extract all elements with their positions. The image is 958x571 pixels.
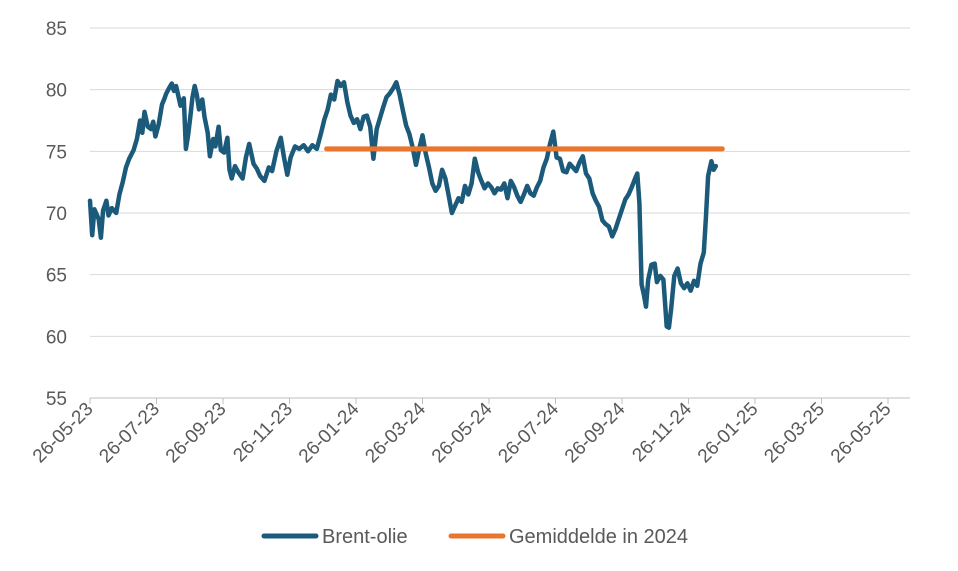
y-tick-label: 60 <box>46 327 67 348</box>
y-tick-label: 75 <box>46 142 67 163</box>
y-axis-tick-labels: 85 80 75 70 65 60 55 <box>46 19 67 410</box>
y-tick-label: 55 <box>46 389 67 410</box>
x-tick-label: 26-09-24 <box>561 398 630 467</box>
x-tick-label: 26-07-23 <box>95 399 164 468</box>
x-tick-label: 26-05-24 <box>428 398 497 467</box>
legend-label: Brent-olie <box>322 526 408 548</box>
x-axis-tick-labels: 26-05-2326-07-2326-09-2326-11-2326-01-24… <box>29 398 896 467</box>
series-lines <box>87 78 725 330</box>
legend-label: Gemiddelde in 2024 <box>509 526 688 548</box>
x-tick-label: 26-03-25 <box>760 399 829 468</box>
x-tick-label: 26-03-24 <box>361 398 430 467</box>
y-tick-label: 80 <box>46 81 67 102</box>
y-tick-label: 65 <box>46 266 67 287</box>
x-tick-label: 26-09-23 <box>162 399 231 468</box>
x-tick-label: 26-07-24 <box>494 398 563 467</box>
x-tick-label: 26-11-24 <box>628 398 696 466</box>
series-line-brent-olie <box>87 78 719 330</box>
x-tick-label: 26-05-25 <box>827 399 896 468</box>
x-tick-label: 26-01-25 <box>694 399 763 468</box>
y-tick-label: 85 <box>46 19 67 40</box>
legend: Brent-olie Gemiddelde in 2024 <box>261 526 688 548</box>
y-tick-label: 70 <box>46 204 67 225</box>
gridlines <box>90 27 910 337</box>
x-tick-label: 26-01-24 <box>295 398 364 467</box>
x-tick-label: 26-11-23 <box>229 399 297 467</box>
x-axis <box>89 397 910 404</box>
